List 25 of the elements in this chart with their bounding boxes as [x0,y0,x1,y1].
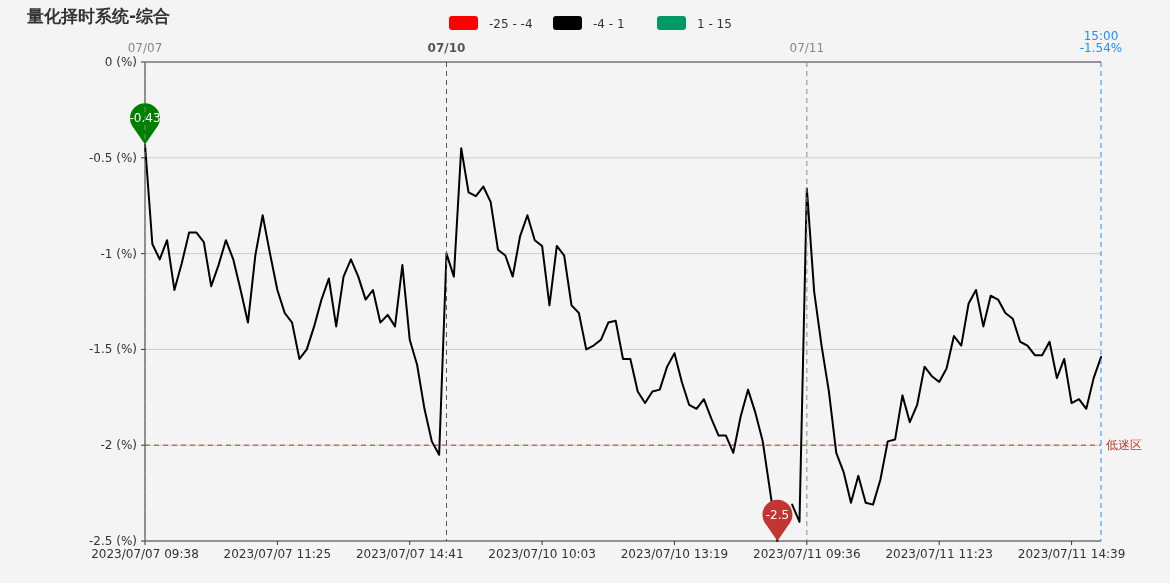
text: 07/07 [127,41,163,55]
x-tick-label: 2023/07/10 13:19 [620,547,729,561]
x-tick-label: 2023/07/11 11:23 [885,547,993,561]
y-tick-label: -1.5 (%) [89,342,137,357]
text: 15:00 -1.54% [1079,29,1123,55]
y-tick-label: -0.5 (%) [89,150,137,165]
annotation: -2.5 [765,508,790,522]
y-tick-label: -2 (%) [100,438,137,453]
ref-line-label: 低迷区 [1106,438,1142,453]
y-tick-label: -1 (%) [100,246,137,261]
text: 07/11 [789,41,825,55]
y-tick-label: 0 (%) [104,55,137,69]
y-tick-label: -2.5 (%) [89,534,137,548]
x-tick-label: 2023/07/07 14:41 [355,547,464,561]
x-tick-label: 2023/07/07 11:25 [223,547,332,561]
x-tick-label: 2023/07/10 10:03 [488,547,596,561]
text: 07/10 [427,41,466,55]
legend-label: -25 - -4 [489,17,533,31]
x-tick-label: 2023/07/11 14:39 [1017,547,1126,561]
legend-label: -4 - 1 [593,17,625,31]
annotation: -0.43 [129,111,161,126]
x-tick-label: 2023/07/07 09:38 [91,547,199,561]
chart-title: 量化择时系统-综合 [26,6,171,26]
x-tick-label: 2023/07/11 09:36 [753,547,861,561]
legend-label: 1 - 15 [697,17,732,31]
